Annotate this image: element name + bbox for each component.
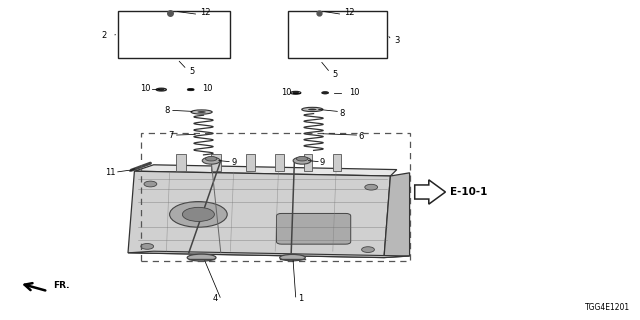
Ellipse shape <box>170 202 227 227</box>
Bar <box>246 154 255 171</box>
Bar <box>176 154 186 171</box>
Ellipse shape <box>171 35 177 38</box>
Ellipse shape <box>205 156 217 161</box>
FancyBboxPatch shape <box>300 44 310 47</box>
Polygon shape <box>134 165 397 176</box>
Text: E-10-1: E-10-1 <box>450 187 487 197</box>
FancyBboxPatch shape <box>181 24 213 44</box>
Ellipse shape <box>322 92 328 94</box>
Ellipse shape <box>164 22 169 25</box>
Ellipse shape <box>171 26 177 28</box>
Ellipse shape <box>137 23 175 41</box>
Ellipse shape <box>154 21 159 24</box>
Ellipse shape <box>164 39 169 42</box>
Ellipse shape <box>152 30 160 34</box>
Bar <box>141 133 410 261</box>
Text: 2: 2 <box>101 31 106 40</box>
Ellipse shape <box>156 88 166 91</box>
Ellipse shape <box>362 247 374 252</box>
Text: 12: 12 <box>200 8 210 17</box>
Text: 10: 10 <box>202 84 212 93</box>
Polygon shape <box>128 251 410 258</box>
Ellipse shape <box>293 92 298 93</box>
Bar <box>118 11 230 58</box>
Polygon shape <box>415 180 445 204</box>
Text: 6: 6 <box>358 132 364 140</box>
Text: 12: 12 <box>344 8 355 17</box>
Text: 9: 9 <box>232 158 237 167</box>
Ellipse shape <box>296 156 308 161</box>
Ellipse shape <box>365 184 378 190</box>
Ellipse shape <box>182 207 214 221</box>
Text: 5: 5 <box>333 70 338 79</box>
Text: 9: 9 <box>320 158 325 167</box>
Ellipse shape <box>159 89 164 90</box>
Polygon shape <box>128 171 390 258</box>
Text: 10: 10 <box>140 84 150 93</box>
Ellipse shape <box>154 40 159 43</box>
Text: TGG4E1201: TGG4E1201 <box>585 303 630 312</box>
Text: 4: 4 <box>212 294 218 303</box>
Bar <box>275 154 284 171</box>
Text: 7: 7 <box>169 131 174 140</box>
Text: 10: 10 <box>281 88 291 97</box>
Ellipse shape <box>280 254 305 261</box>
Ellipse shape <box>291 92 301 94</box>
Ellipse shape <box>132 31 139 33</box>
FancyBboxPatch shape <box>276 213 351 244</box>
Bar <box>333 154 341 171</box>
Ellipse shape <box>334 24 369 40</box>
Bar <box>288 11 387 58</box>
FancyBboxPatch shape <box>202 51 212 54</box>
Text: 8: 8 <box>165 106 170 115</box>
Polygon shape <box>349 19 363 25</box>
FancyBboxPatch shape <box>127 22 218 50</box>
Bar <box>304 154 312 171</box>
Ellipse shape <box>302 107 323 112</box>
Ellipse shape <box>144 181 157 187</box>
Ellipse shape <box>141 244 154 249</box>
Ellipse shape <box>342 28 361 36</box>
Ellipse shape <box>188 89 194 91</box>
FancyBboxPatch shape <box>297 22 377 48</box>
Ellipse shape <box>173 31 180 33</box>
Ellipse shape <box>191 110 212 114</box>
Text: 3: 3 <box>394 36 399 44</box>
Ellipse shape <box>143 22 148 25</box>
Ellipse shape <box>202 157 220 164</box>
Ellipse shape <box>187 254 216 261</box>
Ellipse shape <box>308 108 317 110</box>
Text: 8: 8 <box>339 109 344 118</box>
Ellipse shape <box>323 92 328 93</box>
Bar <box>211 154 221 171</box>
Text: FR.: FR. <box>53 281 70 290</box>
Ellipse shape <box>293 157 311 164</box>
Ellipse shape <box>197 111 206 113</box>
Ellipse shape <box>143 39 148 42</box>
Text: 1: 1 <box>298 294 303 303</box>
Ellipse shape <box>147 28 166 36</box>
Text: 5: 5 <box>189 67 195 76</box>
Text: 11: 11 <box>105 168 115 177</box>
Ellipse shape <box>136 26 141 28</box>
Ellipse shape <box>188 89 193 90</box>
Text: 10: 10 <box>349 88 359 97</box>
Polygon shape <box>384 173 410 258</box>
Ellipse shape <box>136 35 141 38</box>
